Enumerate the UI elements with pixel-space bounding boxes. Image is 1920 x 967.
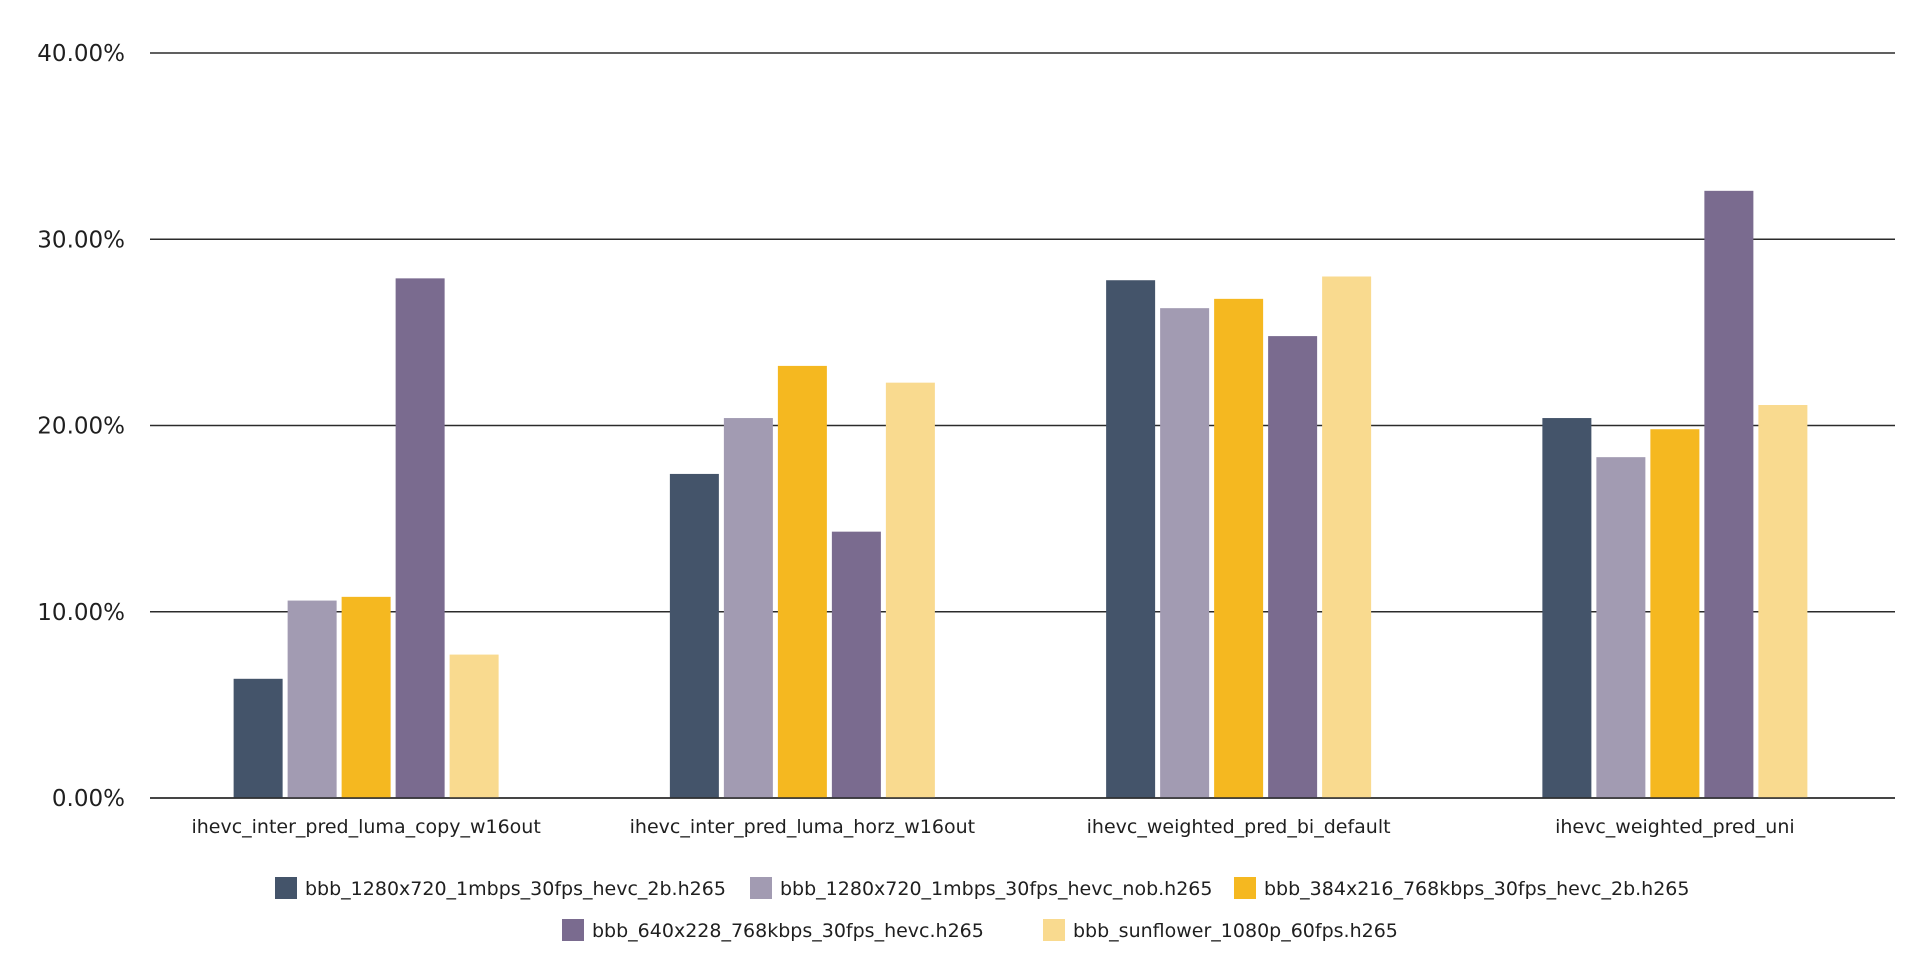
category-label: ihevc_inter_pred_luma_horz_w16out [630, 816, 975, 838]
bars [150, 190, 1895, 799]
bar [1758, 405, 1808, 798]
bar [287, 600, 337, 798]
legend-swatch [1234, 877, 1256, 899]
bar [1542, 418, 1592, 798]
y-tick-label: 40.00% [37, 41, 125, 67]
legend-swatch [275, 877, 297, 899]
bar [723, 418, 773, 798]
bar [1650, 429, 1700, 798]
bar [1596, 457, 1646, 798]
bar [233, 678, 283, 798]
bar [1214, 298, 1264, 798]
category-label: ihevc_weighted_pred_uni [1555, 816, 1795, 838]
legend-swatch [562, 919, 584, 941]
y-tick-label: 0.00% [52, 786, 125, 812]
category-label: ihevc_weighted_pred_bi_default [1087, 816, 1391, 838]
legend-label: bbb_1280x720_1mbps_30fps_hevc_nob.h265 [780, 878, 1212, 900]
bar [1160, 308, 1210, 798]
legend-label: bbb_640x228_768kbps_30fps_hevc.h265 [592, 920, 984, 942]
category-labels: ihevc_inter_pred_luma_copy_w16out ihevc_i… [191, 816, 1794, 838]
bar [1268, 336, 1318, 798]
bar [1704, 190, 1754, 798]
bar [831, 531, 881, 798]
bar [395, 278, 445, 798]
y-tick-label: 20.00% [37, 414, 125, 440]
legend-label: bbb_sunflower_1080p_60fps.h265 [1073, 920, 1398, 942]
legend-label: bbb_384x216_768kbps_30fps_hevc_2b.h265 [1264, 878, 1690, 900]
bar [1106, 280, 1156, 799]
bar [777, 365, 827, 798]
bar [1322, 276, 1372, 798]
bar [341, 596, 391, 798]
bar [449, 654, 499, 798]
y-axis-tick-labels: 0.00% 10.00% 20.00% 30.00% 40.00% [37, 41, 125, 812]
y-tick-label: 10.00% [37, 600, 125, 626]
category-label: ihevc_inter_pred_luma_copy_w16out [191, 816, 540, 838]
bar [885, 382, 935, 798]
legend-swatch [750, 877, 772, 899]
y-tick-label: 30.00% [37, 227, 125, 253]
bar [669, 473, 719, 798]
legend-swatch [1043, 919, 1065, 941]
legend-label: bbb_1280x720_1mbps_30fps_hevc_2b.h265 [305, 878, 726, 900]
